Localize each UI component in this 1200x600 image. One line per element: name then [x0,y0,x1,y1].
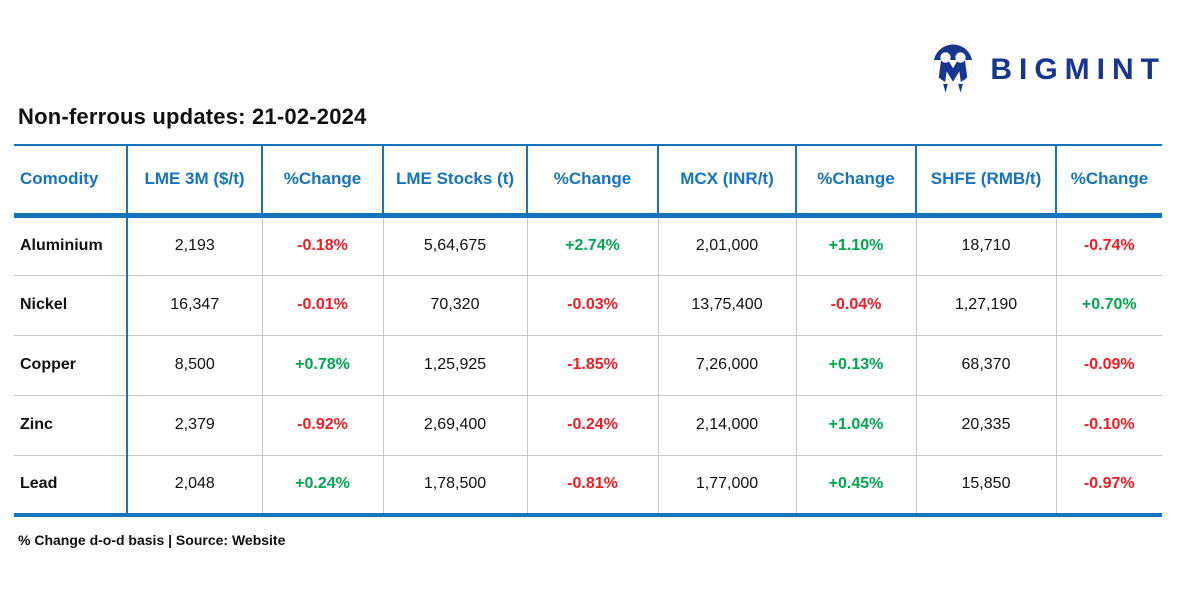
commodity-cell: Lead [14,454,127,517]
change-cell: -1.85% [526,334,658,395]
bigmint-logo-icon [933,44,973,93]
table-row: Nickel 16,347 -0.01% 70,320 -0.03% 13,75,400-… [14,274,1162,335]
change-cell: +0.24% [261,454,383,517]
commodity-cell: Nickel [14,274,127,335]
change-cell: -0.03% [526,274,658,335]
value-cell: 1,77,000 [657,454,796,517]
commodity-cell: Aluminium [14,215,127,275]
value-cell: 70,320 [382,274,527,335]
change-cell: +0.45% [795,454,916,517]
change-cell: -0.01% [261,274,383,335]
col-header-lme-stocks: LME Stocks (t) [382,145,527,218]
brand-name: BIGMINT [990,53,1166,86]
col-header-shfe-change: %Change [1055,145,1162,218]
commodity-cell: Zinc [14,394,127,455]
page-title: Non-ferrous updates: 21-02-2024 [18,104,367,129]
value-cell: 2,379 [126,394,262,455]
change-cell: -0.10% [1055,394,1162,455]
change-cell: +1.04% [795,394,916,455]
value-cell: 68,370 [915,334,1056,395]
brand-logo: BIGMINT [928,44,1166,96]
change-cell: -0.24% [526,394,658,455]
col-header-lme-3m: LME 3M ($/t) [126,145,262,218]
value-cell: 13,75,400 [657,274,796,335]
change-cell: -0.92% [261,394,383,455]
change-cell: +0.70% [1055,274,1162,335]
non-ferrous-price-table: Comodity LME 3M ($/t) %Change LME Stocks… [14,144,1162,517]
change-cell: -0.74% [1055,215,1162,275]
value-cell: 8,500 [126,334,262,395]
value-cell: 20,335 [915,394,1056,455]
value-cell: 1,25,925 [382,334,527,395]
table-row: Aluminium 2,193 -0.18% 5,64,675 +2.74% 2,01,0… [14,215,1162,275]
value-cell: 1,78,500 [382,454,527,517]
value-cell: 1,27,190 [915,274,1056,335]
value-cell: 7,26,000 [657,334,796,395]
change-cell: -0.04% [795,274,916,335]
value-cell: 2,048 [126,454,262,517]
table-row: Lead 2,048 +0.24% 1,78,500 -0.81% 1,77,000 +0.… [14,454,1162,517]
col-header-mcx: MCX (INR/t) [657,145,796,218]
change-cell: -0.18% [261,215,383,275]
change-cell: -0.81% [526,454,658,517]
value-cell: 5,64,675 [382,215,527,275]
value-cell: 2,69,400 [382,394,527,455]
value-cell: 15,850 [915,454,1056,517]
table-row: Copper 8,500 +0.78% 1,25,925 -1.85% 7,26,000 +… [14,334,1162,395]
value-cell: 2,193 [126,215,262,275]
change-cell: -0.97% [1055,454,1162,517]
change-cell: +2.74% [526,215,658,275]
change-cell: -0.09% [1055,334,1162,395]
change-cell: +1.10% [795,215,916,275]
table-row: Zinc 2,379 -0.92% 2,69,400 -0.24% 2,14,000 +1.… [14,394,1162,455]
col-header-lme-stocks-change: %Change [526,145,658,218]
value-cell: 2,14,000 [657,394,796,455]
value-cell: 16,347 [126,274,262,335]
col-header-mcx-change: %Change [795,145,916,218]
col-header-comodity: Comodity [14,145,127,218]
col-header-shfe: SHFE (RMB/t) [915,145,1056,218]
price-table-container: Comodity LME 3M ($/t) %Change LME Stocks… [14,144,1162,517]
table-header-row: Comodity LME 3M ($/t) %Change LME Stocks… [14,145,1162,218]
footnote: % Change d-o-d basis | Source: Website [18,532,286,548]
change-cell: +0.13% [795,334,916,395]
value-cell: 2,01,000 [657,215,796,275]
value-cell: 18,710 [915,215,1056,275]
change-cell: +0.78% [261,334,383,395]
commodity-cell: Copper [14,334,127,395]
col-header-lme-3m-change: %Change [261,145,383,218]
